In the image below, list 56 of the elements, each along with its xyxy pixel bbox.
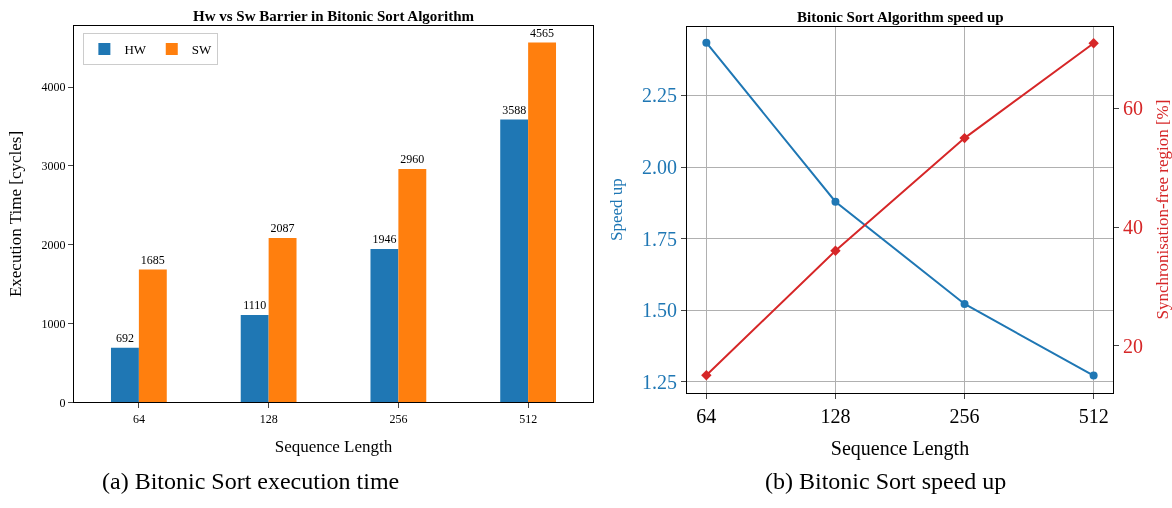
chart-title: Bitonic Sort Algorithm speed up: [797, 9, 1004, 25]
y-tick-label: 1.75: [642, 227, 677, 250]
bar: [110, 347, 139, 403]
point: [960, 299, 969, 308]
x-tick-label: 64: [132, 411, 145, 426]
y2-tick-label: 60: [1123, 97, 1143, 120]
data-label: 1946: [372, 232, 397, 246]
point: [959, 132, 970, 144]
y-tick-label: 2.00: [642, 156, 677, 179]
bar: [500, 119, 529, 403]
y2-axis-title: Synchronisation-free region [%]: [1153, 99, 1172, 320]
x-tick-label: 256: [389, 411, 408, 426]
bar: [138, 269, 167, 403]
x-tick-label: 128: [259, 411, 278, 426]
y2-tick-label: 20: [1123, 334, 1143, 357]
y-tick-label: 0: [59, 395, 66, 410]
y-axis-title: Execution Time [cycles]: [6, 130, 26, 298]
y-tick-label: 3000: [41, 159, 66, 174]
bar: [398, 169, 427, 403]
point: [830, 245, 841, 256]
chart-title: Hw vs Sw Barrier in Bitonic Sort Algorithm: [193, 8, 475, 24]
data-label: 4565: [530, 25, 555, 40]
y-tick-label: 4000: [41, 80, 66, 95]
bar: [240, 314, 269, 403]
data-label: 2960: [400, 152, 425, 167]
point: [1088, 38, 1099, 49]
point: [702, 38, 711, 47]
bar: [370, 249, 399, 403]
legend-label: SW: [191, 42, 212, 58]
x-tick-label: 256: [949, 404, 980, 427]
x-tick-label: 128: [820, 404, 851, 427]
x-tick-label: 64: [696, 404, 717, 427]
point: [831, 197, 840, 206]
text: (b) Bitonic Sort speed up: [765, 468, 1007, 494]
point: [1089, 371, 1098, 380]
data-label: 3588: [502, 102, 527, 117]
bar: [268, 237, 297, 403]
y-tick-label: 2.25: [642, 84, 677, 107]
y-tick-label: 1000: [41, 316, 66, 331]
data-label: 692: [115, 330, 134, 345]
y-tick-label: 1.25: [642, 370, 677, 393]
legend-label: HW: [124, 42, 147, 58]
x-tick-label: 512: [519, 411, 538, 426]
data-label: 1685: [140, 252, 165, 267]
y2-tick-label: 40: [1123, 216, 1143, 239]
x-axis-title: Sequence Length: [274, 437, 393, 457]
data-label: 1110: [243, 297, 267, 312]
data-label: 2087: [270, 220, 295, 235]
point: [701, 370, 712, 381]
x-tick-label: 512: [1078, 404, 1109, 427]
y-axis-title: Speed up: [606, 178, 626, 241]
y-tick-label: 2000: [41, 237, 66, 252]
text: (a) Bitonic Sort execution time: [102, 468, 400, 494]
bar: [528, 42, 557, 403]
y-tick-label: 1.50: [642, 299, 677, 322]
x-axis-title: Sequence Length: [830, 437, 970, 461]
